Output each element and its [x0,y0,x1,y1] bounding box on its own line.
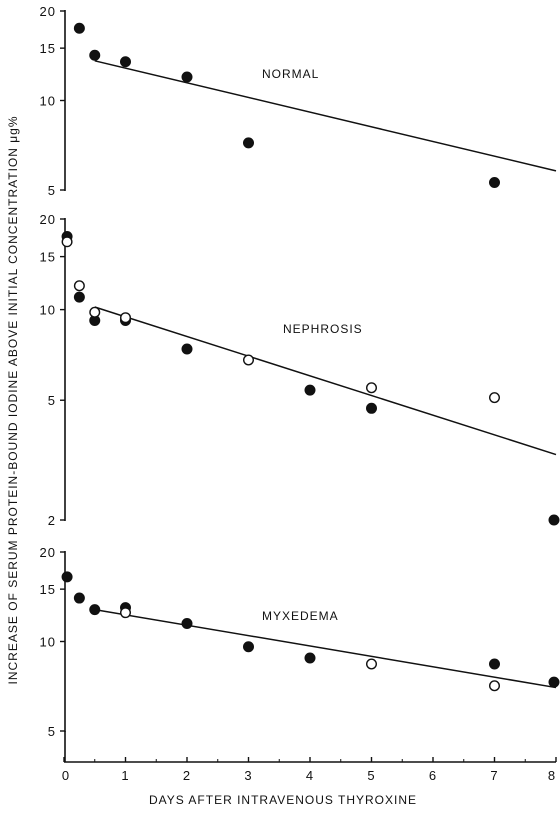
data-point-filled [304,384,316,396]
data-point-open [89,306,101,318]
x-axis-title: DAYS AFTER INTRAVENOUS THYROXINE [149,793,417,807]
y-tick-label: 10 [40,94,56,109]
fit-line [94,60,557,172]
data-point-filled [120,56,131,68]
y-tick-label: 15 [40,582,56,597]
panel-title: NEPHROSIS [283,322,363,336]
y-axis-title: INCREASE OF SERUM PROTEIN-BOUND IODINE A… [6,116,20,685]
fit-line [94,306,557,456]
x-tick-label: 4 [306,768,314,783]
data-point-filled [181,71,193,83]
data-point-filled [243,641,254,653]
x-tick-label: 1 [121,768,129,783]
y-tick-label: 20 [40,4,56,19]
y-tick-label: 15 [40,41,56,56]
data-point-open [119,607,131,619]
panel-nephrosis: 20 15 10 5 2 NEPHROSIS [40,212,560,528]
y-tick-label: 10 [40,635,56,650]
x-tick-label: 6 [429,768,437,783]
data-point-filled [366,402,377,414]
y-tick-label: 2 [48,513,56,528]
data-point-open [489,392,501,404]
data-point-filled [489,658,500,670]
data-point-filled [181,617,193,629]
data-point-filled [73,291,85,303]
panel-title: NORMAL [262,67,319,81]
y-tick-label: 5 [48,393,56,408]
x-tick-label: 8 [548,768,556,783]
x-tick-label: 2 [183,768,191,783]
data-point-filled [73,592,85,604]
panel-myxedema: 20 15 10 5 MYXEDEMA [40,545,560,739]
x-tick-label: 7 [490,768,498,783]
data-point-open [61,236,73,248]
data-point-filled [89,604,101,616]
y-tick-label: 10 [40,303,56,318]
data-point-open [366,382,378,394]
data-point-filled [243,137,254,149]
y-tick-label: 5 [48,183,56,198]
x-tick-label: 5 [367,768,375,783]
data-point-filled [61,571,73,583]
y-tick-label: 20 [40,545,56,560]
x-tick-label: 0 [62,768,70,783]
data-point-open [242,354,254,366]
y-tick-label: 20 [40,212,56,227]
x-axis: 0 1 2 3 4 5 6 7 8 [62,731,557,783]
panel-normal: 20 15 10 5 NORMAL [40,4,557,198]
data-point-filled [304,652,316,664]
data-point-filled [548,514,560,526]
data-point-filled [489,176,500,188]
y-tick-label: 5 [48,724,56,739]
panel-title: MYXEDEMA [262,609,339,623]
data-point-open [119,312,131,324]
data-point-open [73,280,85,292]
data-point-filled [181,343,193,355]
y-tick-label: 15 [40,250,56,265]
data-point-filled [73,22,85,34]
data-point-open [366,658,378,670]
data-point-open [489,680,501,692]
data-point-filled [89,49,101,61]
panels-group: 20 15 10 5 NORMAL 20 15 10 5 2 NEPHROSIS 20 15 10 5 MYX… [40,4,560,739]
data-point-filled [548,676,560,688]
fit-line [94,608,557,689]
x-tick-label: 3 [244,768,252,783]
